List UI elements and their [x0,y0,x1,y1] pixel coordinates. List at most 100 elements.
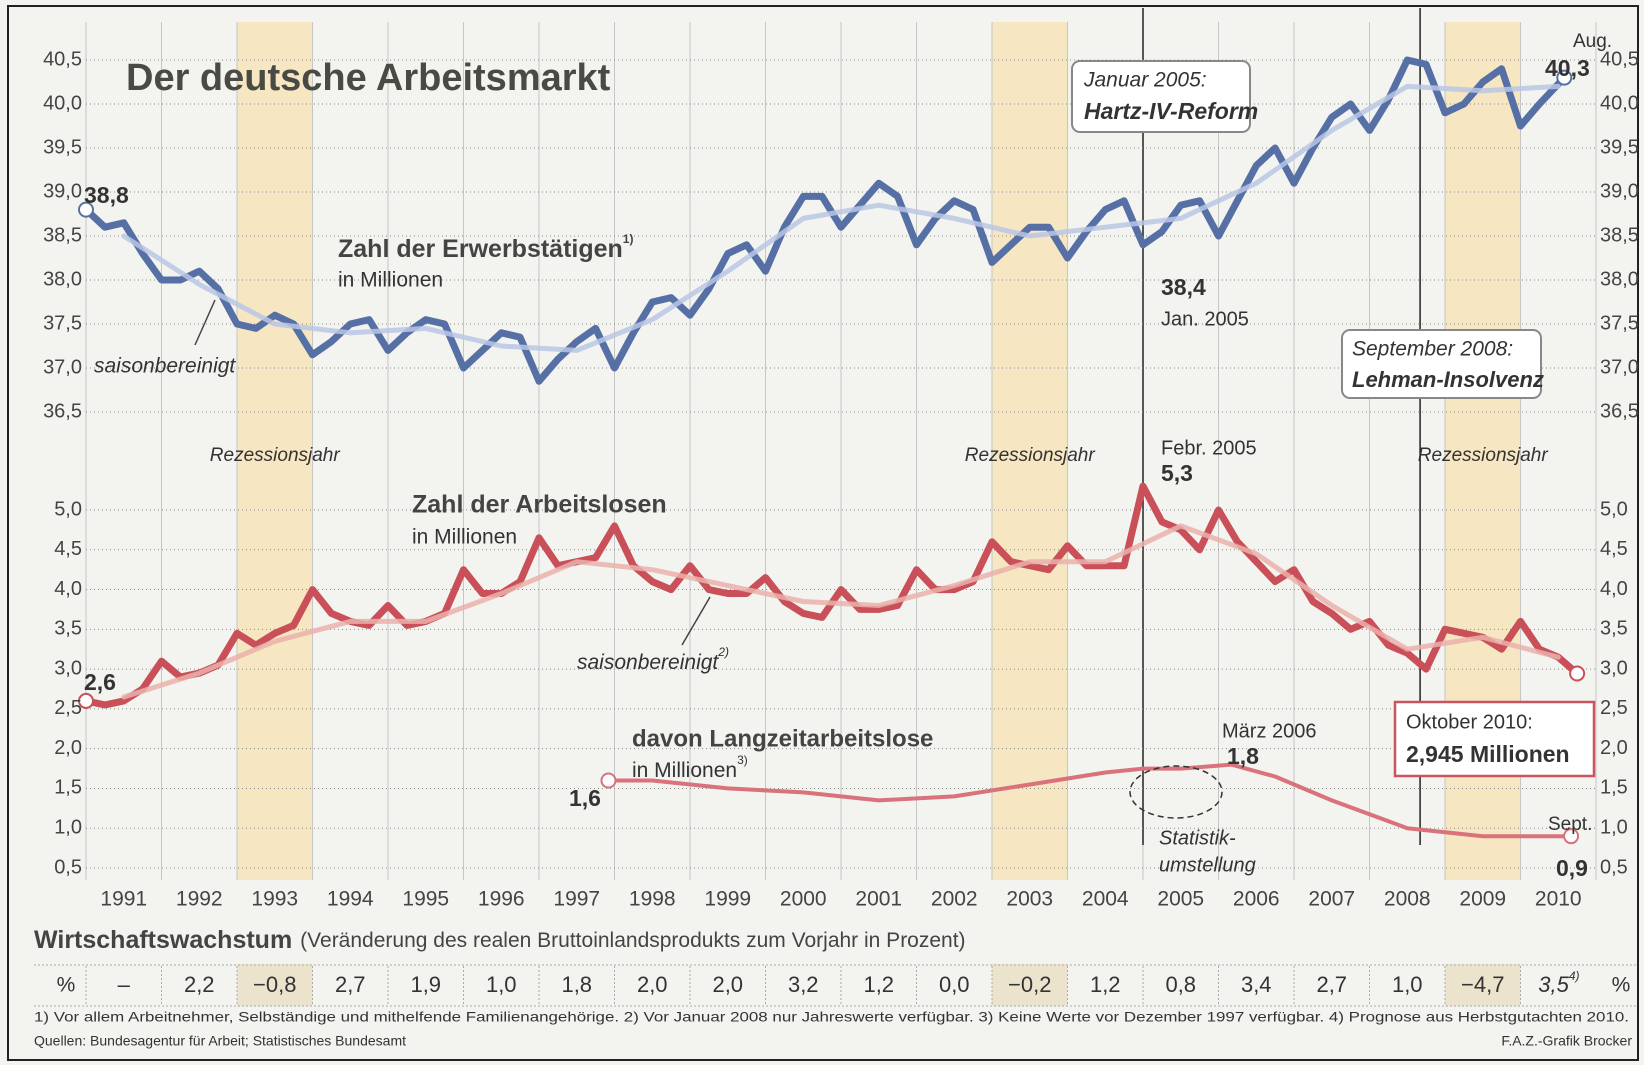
sa-line [121,523,1561,700]
point-marker [78,692,94,709]
end-date: Aug. [1573,31,1612,52]
x-tick-label: 2005 [1157,888,1204,911]
y-tick-label: 40,0 [1600,92,1639,114]
end-label: 40,3 [1545,55,1590,81]
table-unit: % [1612,974,1631,997]
low-label: 38,4 [1161,274,1206,300]
table-cell: 2,2 [184,972,215,997]
low-date: Jan. 2005 [1161,308,1249,330]
y-tick-label: 39,0 [1600,180,1639,202]
x-tick-label: 2007 [1308,888,1355,911]
annotation-box [1341,329,1542,399]
y-tick-label: 3,0 [54,657,82,679]
table-unit: % [57,974,76,997]
table-cell: 2,7 [335,972,366,997]
x-tick-label: 2010 [1535,888,1582,911]
annotation: 2,945 Millionen [1406,741,1570,767]
y-tick-label: 40,5 [43,48,82,70]
x-tick-label: 1995 [402,888,449,911]
y-tick-label: 36,5 [43,400,82,422]
x-tick-label: 2002 [931,888,978,911]
footnote-ref: 2) [717,645,729,659]
annotation: Statistik- [1159,827,1236,849]
y-tick-label: 40,0 [43,92,82,114]
x-tick-label: 2003 [1006,888,1053,911]
table-title: Wirtschaftswachstum (Veränderung des real… [34,926,966,954]
y-tick-label: 39,5 [43,136,82,158]
annotation-box [1071,60,1251,133]
y-tick-label: 38,5 [1600,224,1639,246]
long-end-date: Sept. [1548,814,1592,835]
y-tick-label: 5,0 [54,498,82,520]
table-cell: 0,0 [939,972,970,997]
long-start-label: 1,6 [569,785,601,811]
y-tick-label: 0,5 [54,856,82,878]
recession-band [237,22,313,880]
table-cell: 1,0 [486,972,517,997]
table-cell: −0,8 [253,972,296,997]
y-tick-label: 38,0 [43,268,82,290]
table-cell: −4,7 [1461,972,1504,997]
label-layer: Der deutsche Arbeitsmarkt 38,8 Zahl der … [7,5,1639,1061]
credit: F.A.Z.-Grafik Brocker [1501,1033,1632,1049]
x-tick-label: 1999 [704,888,751,911]
sa-name: saisonbereinigt [577,651,719,674]
y-tick-label: 39,0 [43,180,82,202]
recession-label: Rezessionsjahr [965,445,1096,466]
long-end-label: 0,9 [1556,855,1588,881]
peak-date: Febr. 2005 [1161,437,1257,459]
recession-cell [1445,964,1521,1006]
y-tick-label: 36,5 [1600,400,1639,422]
table-cell: 2,0 [712,972,743,997]
x-tick-label: 2009 [1459,888,1506,911]
y-tick-label: 1,0 [1600,817,1628,839]
point-marker [1556,69,1573,86]
recession-label: Rezessionsjahr [1418,445,1549,466]
table-cell: 2,0 [637,972,668,997]
frame [7,5,1639,1061]
table-cell: 1,2 [1090,972,1121,997]
leader-line [681,596,711,646]
y-tick-label: 2,0 [1600,737,1628,759]
table-cell: 1,0 [1392,972,1423,997]
footnote-ref: 4) [1569,969,1580,983]
annotation: Hartz-IV-Reform [1084,98,1258,124]
y-tick-label: 1,0 [54,817,82,839]
y-tick-label: 3,5 [1600,618,1628,640]
series-name: Zahl der Erwerbstätigen [338,235,623,263]
footnote-ref: 1) [623,232,634,246]
y-tick-label: 4,0 [54,578,82,600]
highlight-ellipse [1129,765,1223,819]
annotation: umstellung [1159,854,1256,876]
table-cell: 2,7 [1316,972,1347,997]
y-tick-label: 2,0 [54,737,82,759]
table-cell: 1,8 [561,972,592,997]
x-tick-label: 1991 [100,888,147,911]
x-tick-label: 1994 [327,888,374,911]
y-tick-label: 37,0 [43,356,82,378]
y-tick-label: 3,5 [54,618,82,640]
y-tick-label: 40,5 [1600,48,1639,70]
annotation: Oktober 2010: [1406,711,1533,733]
sa-line [121,83,1561,353]
recession-band [992,22,1068,880]
annotation: September 2008: [1352,338,1513,361]
y-tick-label: 5,0 [1600,498,1628,520]
x-tick-label: 1998 [629,888,676,911]
annotation: Lehman-Insolvenz [1352,367,1544,392]
series-label: Zahl der Arbeitslosen [412,491,667,519]
recession-cell [237,964,313,1006]
long-peak-date: März 2006 [1222,720,1317,742]
x-tick-label: 1993 [251,888,298,911]
y-tick-label: 3,0 [1600,657,1628,679]
y-tick-label: 4,5 [54,538,82,560]
table-cell: 0,8 [1165,972,1196,997]
sa-label: saisonbereinigt [94,355,236,378]
y-tick-label: 2,5 [54,697,82,719]
series-label: davon Langzeitarbeitslose [632,725,933,752]
footnotes: 1) Vor allem Arbeitnehmer, Selbständige … [34,1009,1629,1025]
x-tick-label: 2006 [1233,888,1280,911]
point-marker [1563,828,1580,845]
x-tick-label: 2004 [1082,888,1129,911]
